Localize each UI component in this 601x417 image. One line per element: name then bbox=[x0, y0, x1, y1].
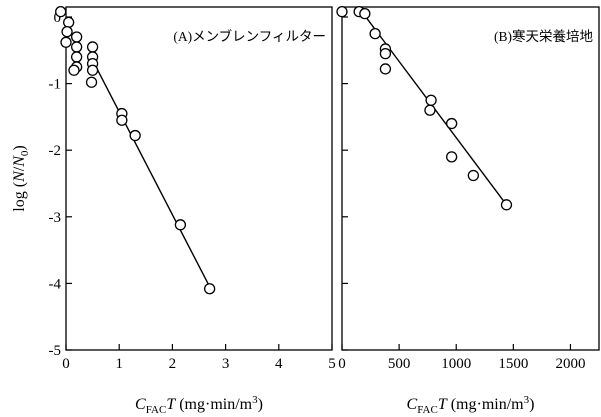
data-point bbox=[359, 8, 371, 20]
data-point bbox=[55, 6, 67, 18]
data-point bbox=[446, 151, 458, 163]
panel-title: (B)寒天栄養培地 bbox=[494, 28, 593, 44]
data-point bbox=[203, 283, 216, 295]
plot-frame bbox=[65, 6, 333, 351]
data-point bbox=[70, 51, 83, 63]
y-tick-label: -3 bbox=[49, 210, 62, 226]
data-point bbox=[424, 104, 436, 116]
data-point bbox=[467, 169, 480, 182]
x-axis-label: CFACT (mg·min/m3) bbox=[407, 394, 535, 416]
panel-a: 0 1 2 3 4 5 0 -1 -2 -3 -4 -5 (A)メンブレンフィルター CFACT (mg·… bbox=[49, 6, 336, 416]
data-point bbox=[446, 117, 458, 130]
panel-b: 0 500 1000 1500 2000 (B)寒天栄養培地 CFACT (mg·min/m… bbox=[336, 6, 600, 416]
data-point bbox=[336, 6, 348, 18]
y-tick-label: -5 bbox=[49, 343, 62, 359]
x-tick-label: 3 bbox=[222, 356, 230, 372]
data-point bbox=[86, 64, 99, 76]
y-tick-label: 0 bbox=[54, 10, 62, 26]
data-point bbox=[63, 16, 75, 28]
data-point bbox=[61, 25, 73, 38]
x-tick-label: 500 bbox=[388, 356, 411, 372]
data-point bbox=[70, 41, 83, 53]
x-tick-label: 2000 bbox=[555, 356, 585, 372]
data-point bbox=[70, 31, 83, 43]
x-tick-label: 0 bbox=[62, 356, 70, 372]
y-tick-label: -1 bbox=[49, 77, 62, 93]
x-tick-label: 4 bbox=[275, 356, 283, 372]
data-point bbox=[60, 36, 72, 48]
y-axis-title: log (N/N0) bbox=[11, 145, 31, 211]
x-tick-label: 5 bbox=[328, 356, 336, 372]
x-tick-label: 1000 bbox=[441, 356, 471, 372]
y-axis-label: log (N/N0) bbox=[11, 145, 31, 211]
data-point bbox=[379, 47, 392, 60]
data-point bbox=[379, 63, 392, 75]
x-axis-label: CFACT (mg·min/m3) bbox=[135, 394, 263, 416]
x-tick-label: 0 bbox=[338, 356, 346, 372]
data-point bbox=[425, 94, 437, 106]
data-point bbox=[369, 27, 381, 40]
fit-line bbox=[91, 59, 211, 288]
data-point bbox=[86, 41, 99, 53]
data-point bbox=[174, 219, 187, 231]
plot-frame bbox=[341, 6, 600, 351]
y-tick-label: -4 bbox=[49, 276, 62, 292]
data-point bbox=[116, 114, 128, 126]
data-point bbox=[129, 129, 141, 142]
panel-title: (A)メンブレンフィルター bbox=[173, 28, 326, 44]
data-point bbox=[68, 64, 80, 76]
data-point bbox=[85, 76, 98, 88]
y-tick-label: -2 bbox=[49, 143, 62, 159]
x-tick-label: 1 bbox=[115, 356, 123, 372]
data-point bbox=[500, 199, 513, 211]
x-tick-label: 1500 bbox=[498, 356, 528, 372]
x-tick-label: 2 bbox=[169, 356, 177, 372]
